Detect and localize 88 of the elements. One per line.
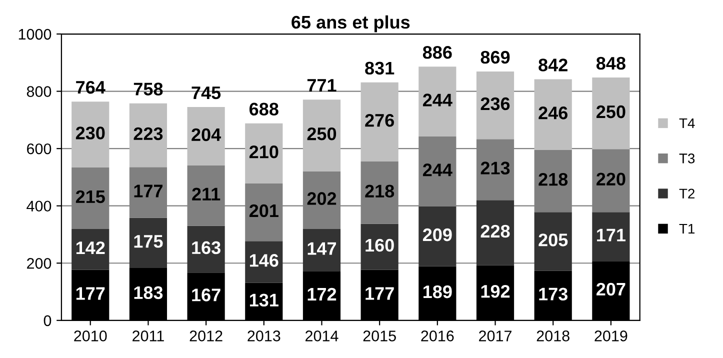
total-label: 758 — [134, 82, 163, 96]
data-label: 192 — [481, 284, 510, 298]
bar — [129, 218, 168, 268]
bar — [245, 241, 283, 283]
y-tick-label: 1000 — [18, 28, 52, 40]
data-label: 146 — [250, 254, 278, 267]
y-tick-label: 0 — [44, 315, 52, 326]
legend-label: T1 — [679, 224, 695, 234]
data-label: 209 — [422, 228, 452, 242]
bar — [476, 72, 514, 140]
data-label: 228 — [480, 224, 510, 238]
total-label: 848 — [596, 56, 626, 70]
bar — [302, 100, 341, 172]
x-tick-label: 2019 — [594, 330, 628, 342]
total-label: 745 — [192, 86, 221, 100]
data-label: 210 — [249, 146, 278, 158]
data-label: 177 — [134, 184, 162, 198]
legend-label: T2 — [679, 188, 694, 198]
bar — [418, 66, 456, 137]
data-label: 147 — [308, 242, 336, 255]
bar — [592, 212, 630, 262]
bar — [476, 200, 514, 266]
bar — [302, 229, 341, 272]
data-label: 183 — [134, 286, 163, 300]
data-label: 244 — [422, 94, 452, 106]
bar — [245, 123, 283, 184]
x-tick-label: 2015 — [363, 330, 396, 342]
data-label: 172 — [308, 288, 336, 300]
bar — [592, 78, 630, 150]
data-label: 201 — [249, 204, 278, 218]
data-label: 171 — [597, 228, 626, 242]
data-label: 211 — [192, 188, 220, 200]
legend-label: T4 — [679, 118, 695, 128]
chart-title: 65 ans et plus — [292, 15, 410, 32]
bar — [534, 79, 572, 150]
x-tick-label: 2016 — [421, 330, 454, 342]
x-tick-label: 2010 — [74, 330, 107, 342]
y-tick-label: 400 — [26, 200, 52, 212]
data-label: 163 — [192, 241, 220, 254]
data-label: 177 — [366, 287, 394, 300]
x-tick-label: 2012 — [190, 330, 222, 342]
total-label: 771 — [307, 79, 336, 92]
data-label: 207 — [596, 282, 626, 296]
total-label: 842 — [538, 58, 568, 72]
bar — [72, 102, 110, 168]
y-tick-label: 600 — [27, 143, 52, 154]
legend-label: T3 — [679, 154, 695, 164]
data-label: 250 — [596, 105, 626, 118]
data-label: 236 — [480, 97, 510, 110]
data-label: 223 — [134, 127, 163, 140]
bar — [534, 212, 572, 271]
data-label: 202 — [307, 192, 336, 205]
data-label: 244 — [422, 164, 452, 176]
y-tick-label: 200 — [27, 258, 52, 269]
data-label: 220 — [596, 172, 626, 186]
bar — [129, 103, 168, 168]
data-label: 175 — [134, 235, 163, 248]
total-label: 869 — [480, 50, 510, 64]
bar — [418, 206, 456, 266]
total-label: 886 — [422, 46, 452, 59]
data-label: 218 — [538, 172, 568, 186]
x-tick-label: 2014 — [306, 330, 338, 342]
total-label: 831 — [365, 62, 394, 75]
data-label: 250 — [307, 127, 336, 140]
data-label: 173 — [539, 288, 568, 301]
data-label: 204 — [192, 128, 222, 142]
data-label: 142 — [76, 241, 105, 254]
data-label: 177 — [76, 287, 105, 300]
data-label: 213 — [480, 162, 510, 174]
data-label: 160 — [366, 238, 394, 252]
data-label: 276 — [365, 114, 394, 127]
data-label: 167 — [192, 288, 220, 302]
bar — [360, 82, 398, 162]
data-label: 218 — [365, 184, 394, 198]
total-label: 688 — [249, 102, 278, 116]
data-label: 205 — [538, 234, 568, 246]
x-tick-label: 2013 — [248, 330, 280, 342]
total-label: 764 — [76, 80, 106, 94]
data-label: 189 — [423, 285, 452, 298]
x-tick-label: 2017 — [479, 330, 512, 342]
bar — [187, 107, 225, 166]
y-tick-label: 800 — [26, 86, 52, 97]
data-label: 215 — [76, 190, 105, 204]
x-tick-label: 2018 — [536, 330, 570, 342]
data-label: 230 — [76, 126, 105, 140]
x-tick-label: 2011 — [132, 330, 164, 342]
data-label: 131 — [250, 294, 278, 307]
data-label: 246 — [538, 106, 568, 120]
